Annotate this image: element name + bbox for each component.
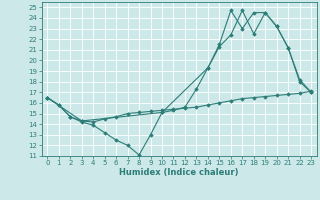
X-axis label: Humidex (Indice chaleur): Humidex (Indice chaleur) [119, 168, 239, 177]
